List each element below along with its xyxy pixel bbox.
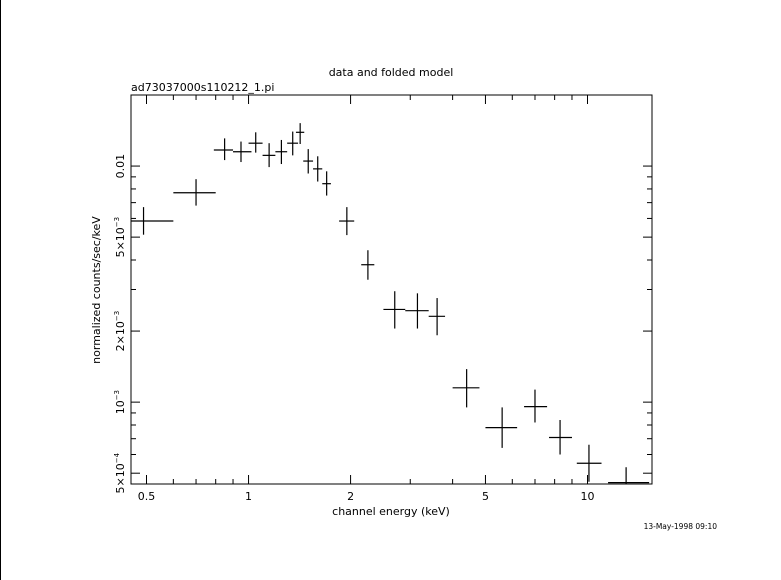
data-point bbox=[339, 207, 355, 236]
y-tick-label: 10−3 bbox=[113, 390, 127, 414]
y-tick-label: 2×10−3 bbox=[113, 311, 127, 352]
data-series bbox=[131, 123, 650, 484]
data-point bbox=[275, 139, 288, 165]
data-point bbox=[262, 143, 276, 168]
y-tick-mantissa: 5×10 bbox=[114, 463, 127, 493]
y-tick-mantissa: 0.01 bbox=[114, 154, 127, 179]
y-tick-label: 5×10−4 bbox=[113, 452, 127, 493]
y-tick-exponent: −3 bbox=[113, 217, 121, 227]
data-point bbox=[383, 291, 406, 329]
x-tick-label: 2 bbox=[347, 490, 354, 503]
data-point bbox=[303, 149, 314, 174]
data-point bbox=[428, 298, 446, 336]
x-axis: 0.5 1 2 5 10 bbox=[138, 95, 594, 503]
y-tick-exponent: −3 bbox=[113, 390, 121, 400]
y-tick-mantissa: 2×10 bbox=[114, 321, 127, 351]
data-point bbox=[213, 138, 234, 161]
data-point bbox=[322, 171, 331, 196]
data-point bbox=[131, 207, 174, 235]
y-tick-label: 0.01 bbox=[114, 154, 127, 179]
x-axis-label: channel energy (keV) bbox=[332, 505, 450, 518]
data-point bbox=[173, 179, 216, 206]
y-tick-exponent: −4 bbox=[113, 452, 121, 463]
data-point bbox=[485, 407, 518, 448]
chart-title: data and folded model bbox=[329, 66, 454, 79]
data-point bbox=[287, 131, 299, 156]
y-axis-label: normalized counts/sec/keV bbox=[90, 216, 103, 364]
window-left-edge bbox=[0, 0, 1, 580]
y-tick-exponent: −3 bbox=[113, 311, 121, 321]
data-point bbox=[524, 389, 548, 423]
data-point bbox=[248, 132, 263, 153]
data-point bbox=[452, 369, 480, 408]
y-tick-label: 5×10−3 bbox=[113, 217, 127, 258]
data-point bbox=[549, 420, 572, 455]
data-point bbox=[576, 444, 602, 482]
data-point bbox=[608, 467, 650, 484]
data-point bbox=[405, 293, 429, 329]
x-tick-label: 0.5 bbox=[138, 490, 156, 503]
x-tick-label: 1 bbox=[245, 490, 252, 503]
y-tick-mantissa: 10 bbox=[114, 400, 127, 414]
timestamp: 13-May-1998 09:10 bbox=[644, 522, 718, 531]
x-tick-label: 5 bbox=[482, 490, 489, 503]
data-point bbox=[361, 250, 375, 280]
y-tick-mantissa: 5×10 bbox=[114, 227, 127, 257]
data-point bbox=[313, 156, 323, 182]
y-axis: 5×10−410−32×10−35×10−30.01 bbox=[113, 94, 652, 493]
data-point bbox=[233, 141, 252, 163]
chart-subtitle: ad73037000s110212_1.pi bbox=[131, 81, 274, 94]
plot-frame bbox=[130, 94, 653, 485]
x-tick-label: 10 bbox=[580, 490, 594, 503]
data-point bbox=[295, 123, 305, 145]
